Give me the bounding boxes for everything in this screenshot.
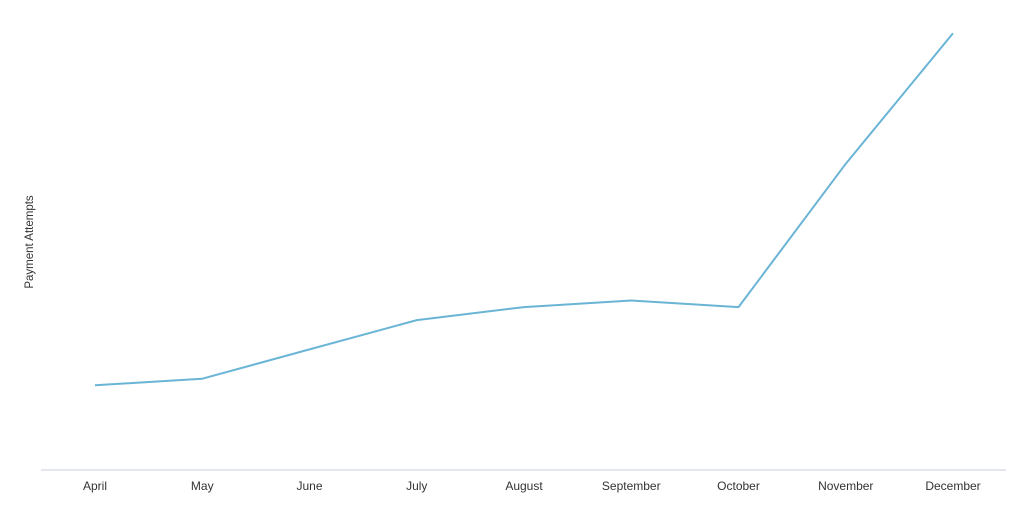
data-point-july[interactable] bbox=[414, 317, 420, 323]
x-tick-label-april: April bbox=[83, 479, 107, 493]
x-tick-label-september: September bbox=[602, 479, 661, 493]
data-point-april[interactable] bbox=[92, 382, 98, 388]
series-line bbox=[94, 32, 954, 387]
plot-area: April May June July August September October No… bbox=[41, 30, 1006, 493]
x-tick-label-november: November bbox=[818, 479, 873, 493]
x-tick-label-december: December bbox=[925, 479, 980, 493]
data-point-october[interactable] bbox=[736, 304, 742, 310]
data-point-november[interactable] bbox=[843, 161, 849, 167]
x-tick-label-august: August bbox=[505, 479, 543, 493]
data-point-december[interactable] bbox=[950, 30, 956, 36]
y-axis-label: Payment Attempts bbox=[24, 195, 36, 289]
x-tick-label-october: October bbox=[717, 479, 760, 493]
x-tick-label-june: June bbox=[296, 479, 322, 493]
data-point-august[interactable] bbox=[521, 304, 527, 310]
x-tick-label-may: May bbox=[191, 479, 214, 493]
data-point-may[interactable] bbox=[199, 376, 205, 382]
x-tick-label-july: July bbox=[406, 479, 427, 493]
data-point-september[interactable] bbox=[628, 298, 634, 304]
data-point-june[interactable] bbox=[307, 346, 313, 352]
